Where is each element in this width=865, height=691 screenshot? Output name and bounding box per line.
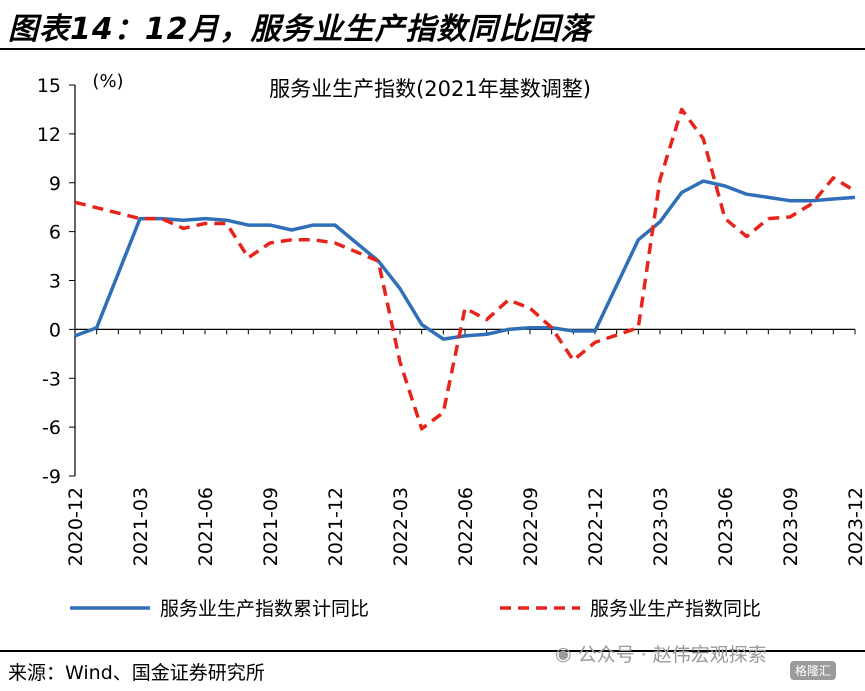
wechat-icon: ◉ xyxy=(555,642,572,665)
watermark: ◉ 公众号 · 赵伟宏观探索 xyxy=(555,640,767,667)
y-tick-label: 12 xyxy=(37,124,61,146)
series-line-1 xyxy=(74,179,856,341)
y-tick-label: -9 xyxy=(42,466,61,488)
y-tick-label: 15 xyxy=(37,75,61,97)
x-tick-label: 2021-03 xyxy=(130,487,152,566)
y-tick-label: 3 xyxy=(49,271,61,293)
x-tick-label: 2021-09 xyxy=(260,487,282,566)
watermark-badge: 格隆汇 xyxy=(790,661,837,680)
x-tick-label: 2022-03 xyxy=(390,487,412,566)
chart-title: 服务业生产指数(2021年基数调整) xyxy=(269,77,591,101)
x-tick-label: 2023-03 xyxy=(650,487,672,566)
y-tick-label: 9 xyxy=(49,173,61,195)
y-tick-label: 0 xyxy=(49,319,61,341)
x-tick-label: 2022-06 xyxy=(455,487,477,566)
series-layer xyxy=(74,107,856,431)
legend-label-2: 服务业生产指数同比 xyxy=(590,598,761,620)
y-tick-label: -6 xyxy=(42,417,61,439)
title-divider xyxy=(0,48,865,50)
x-tick-label: 2020-12 xyxy=(65,487,87,566)
x-tick-label: 2022-12 xyxy=(585,487,607,566)
y-tick-label: 6 xyxy=(49,222,61,244)
x-tick-label: 2023-09 xyxy=(780,487,802,566)
legend-label-1: 服务业生产指数累计同比 xyxy=(160,598,369,620)
watermark-text: 公众号 · 赵伟宏观探索 xyxy=(577,644,767,666)
x-tick-label: 2021-12 xyxy=(325,487,347,566)
series-line-2 xyxy=(74,107,856,431)
y-tick-label: -3 xyxy=(42,368,61,390)
x-tick-label: 2022-09 xyxy=(520,487,542,566)
x-tick-label: 2023-12 xyxy=(845,487,865,566)
legend: 服务业生产指数累计同比 服务业生产指数同比 xyxy=(70,598,761,620)
x-tick-label: 2023-06 xyxy=(715,487,737,566)
x-tick-label: 2021-06 xyxy=(195,487,217,566)
y-axis-unit-label: (%) xyxy=(92,71,123,92)
source-note: 来源：Wind、国金证券研究所 xyxy=(8,662,265,684)
figure-title: 图表14：12月，服务业生产指数同比回落 xyxy=(8,12,592,47)
footer-divider xyxy=(0,650,865,652)
